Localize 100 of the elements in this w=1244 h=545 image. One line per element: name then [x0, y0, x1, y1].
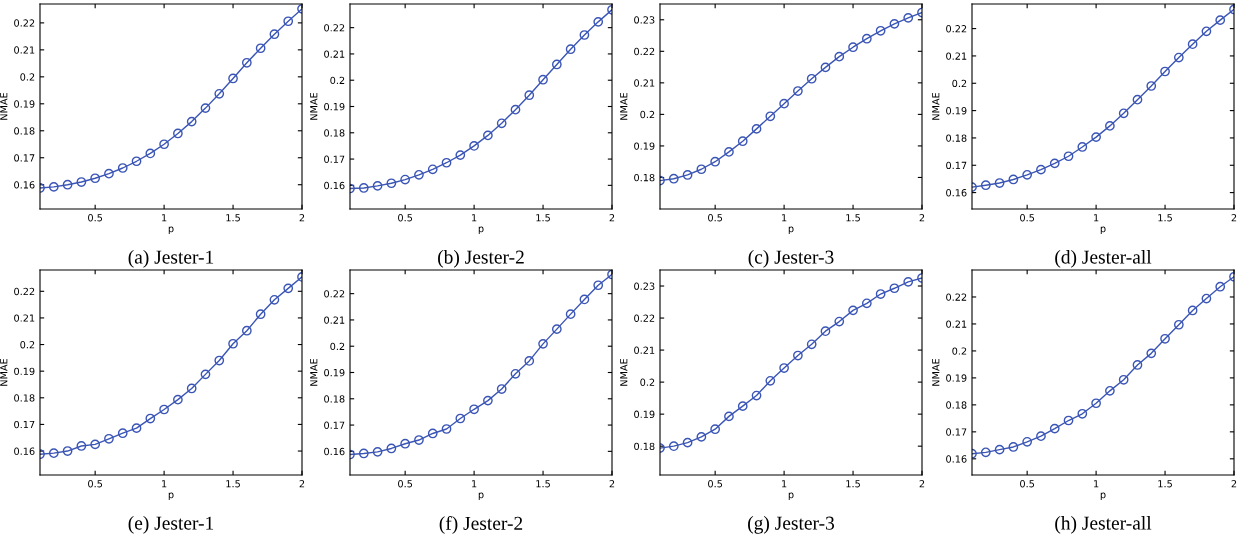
point: [710, 424, 721, 435]
point: [1201, 26, 1212, 37]
y-tick-label: 0.16: [14, 181, 35, 189]
y-tick-label: 0.22: [946, 25, 967, 33]
point: [994, 444, 1005, 455]
point: [372, 447, 383, 457]
y-tick-label: 0.2: [640, 378, 655, 386]
x-tick-label: 1: [162, 480, 167, 488]
point: [593, 17, 604, 27]
point: [159, 404, 169, 415]
y-tick-label: 0.19: [946, 374, 967, 382]
point: [834, 316, 845, 327]
y-tick-label: 0.19: [324, 368, 345, 377]
point: [62, 446, 73, 456]
point: [76, 177, 87, 187]
point: [1118, 374, 1129, 385]
point: [565, 44, 576, 55]
point: [538, 338, 548, 349]
y-tick-label: 0.19: [14, 100, 35, 108]
y-tick-label: 0.2: [20, 73, 35, 81]
point: [414, 169, 424, 180]
point: [269, 29, 280, 40]
x-tick-label: 1: [782, 214, 787, 222]
point: [455, 150, 466, 160]
y-axis-title: NMAE: [932, 358, 940, 386]
x-tick-label: 0.5: [398, 480, 413, 488]
y-tick-label: 0.18: [946, 134, 967, 142]
x-axis-title: p: [168, 226, 174, 235]
y-tick-label: 0.17: [946, 161, 967, 170]
point: [173, 394, 183, 405]
point: [889, 19, 900, 29]
text: (a) Jester-1: [128, 250, 214, 268]
text: (c) Jester-3: [748, 250, 834, 268]
x-axis-title: p: [478, 226, 484, 235]
point: [358, 448, 369, 459]
point: [980, 447, 991, 458]
point: [779, 363, 789, 373]
y-tick-label: 0.21: [634, 346, 655, 354]
point: [372, 181, 383, 191]
point: [1160, 66, 1170, 77]
point: [779, 98, 789, 109]
point: [90, 173, 101, 184]
x-axis-title: p: [168, 492, 174, 501]
point: [200, 103, 211, 113]
point: [806, 339, 817, 350]
y-tick-label: 0.17: [14, 154, 35, 162]
point: [1105, 121, 1115, 131]
point: [696, 164, 707, 175]
y-tick-label: 0.2: [20, 341, 35, 349]
y-tick-label: 0.16: [946, 189, 967, 197]
y-tick-label: 0.18: [324, 395, 345, 403]
x-tick-label: 1.5: [846, 214, 860, 222]
point: [1215, 281, 1226, 292]
point: [441, 424, 452, 434]
y-tick-label: 0.23: [634, 16, 655, 24]
point: [400, 438, 411, 449]
x-tick-label: 0.5: [88, 214, 103, 222]
point: [682, 170, 693, 180]
y-tick-label: 0.16: [324, 181, 345, 190]
y-tick-label: 0.16: [324, 447, 345, 456]
x-tick-label: 1.5: [1158, 480, 1172, 488]
point: [510, 368, 521, 379]
x-tick-label: 1: [1094, 480, 1099, 488]
point: [793, 350, 803, 361]
y-tick-label: 0.2: [952, 347, 967, 355]
point: [455, 413, 466, 424]
point: [159, 139, 169, 150]
point: [1173, 52, 1184, 63]
point: [551, 324, 562, 334]
point: [737, 401, 748, 411]
point: [1132, 94, 1143, 105]
y-tick-label: 0.18: [14, 394, 35, 402]
y-axis-title: NMAE: [310, 92, 318, 120]
x-tick-label: 0.5: [1020, 480, 1035, 488]
point: [131, 423, 142, 434]
point: [173, 128, 183, 139]
y-tick-label: 0.2: [640, 110, 655, 119]
point: [496, 384, 507, 394]
x-tick-label: 2: [299, 480, 305, 488]
point: [1036, 164, 1046, 175]
point: [751, 124, 762, 134]
point: [469, 404, 479, 415]
point: [214, 355, 225, 366]
x-tick-label: 1.5: [846, 480, 860, 488]
point: [1063, 415, 1074, 426]
y-tick-label: 0.19: [14, 367, 35, 375]
y-tick-label: 0.2: [952, 79, 967, 88]
point: [145, 148, 156, 159]
y-tick-label: 0.21: [946, 320, 967, 328]
point: [524, 356, 535, 366]
x-tick-label: 2: [1231, 214, 1237, 222]
point: [510, 104, 521, 115]
x-axis-title: p: [788, 226, 794, 235]
point: [1132, 360, 1143, 370]
y-tick-label: 0.19: [634, 142, 655, 150]
point: [806, 73, 817, 84]
point: [255, 309, 266, 320]
y-tick-label: 0.18: [634, 442, 655, 450]
point: [593, 280, 604, 291]
point: [200, 369, 211, 380]
